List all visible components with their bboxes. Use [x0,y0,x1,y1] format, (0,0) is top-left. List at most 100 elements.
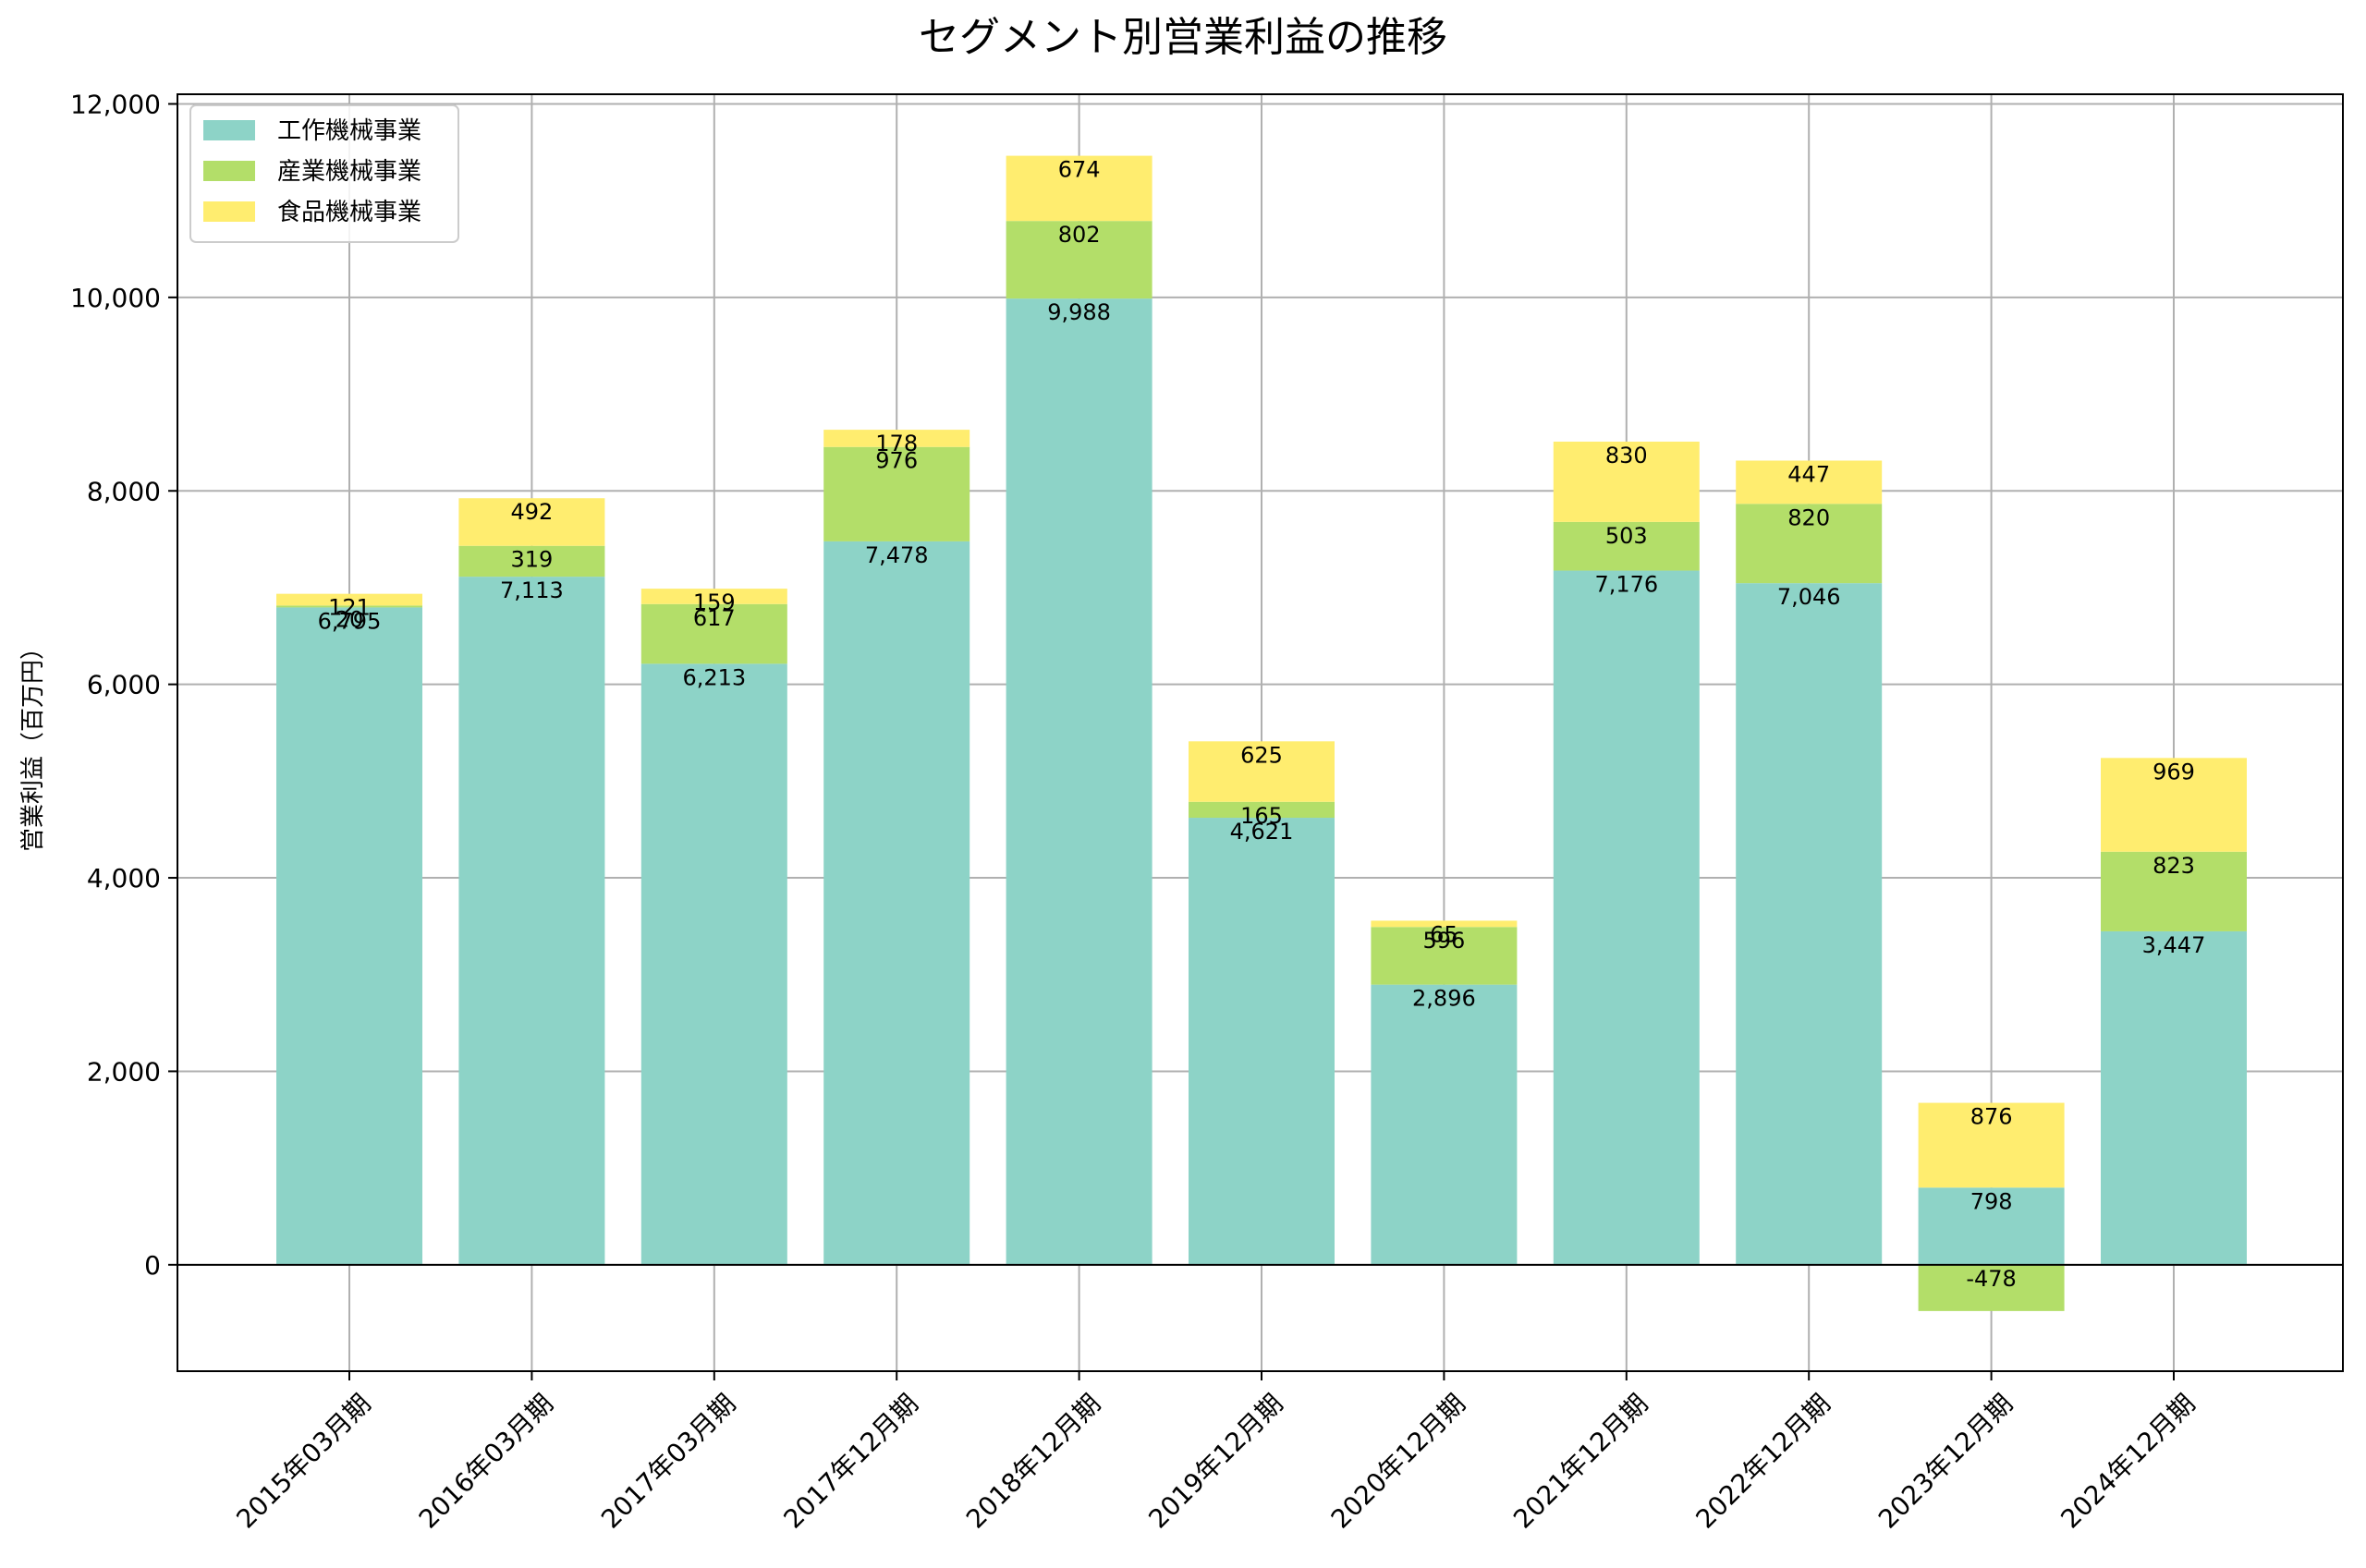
plot-frame [177,93,2344,1372]
bar-s1-c1 [458,545,605,577]
x-tick-label-5: 2019年12月期 [1142,1388,1288,1534]
bar-s1-c4 [1006,221,1153,299]
bar-s2-c4 [1006,155,1153,222]
data-label-s0-c7: 7,176 [1594,572,1658,598]
y-tick-label-2: 4,000 [87,863,161,893]
bar-s1-c8 [1736,504,1883,584]
data-label-s1-c8: 820 [1787,504,1830,530]
y-tick-label-0: 0 [144,1250,161,1281]
data-label-s0-c9: 798 [1970,1188,2013,1214]
data-label-s1-c3: 976 [875,448,918,474]
bar-s0-c4 [1006,298,1153,1265]
legend-label-2: 食品機械事業 [277,199,421,226]
bar-s2-c2 [640,589,787,604]
bar-s0-c6 [1371,984,1518,1265]
data-label-s0-c2: 6,213 [682,664,746,690]
legend-swatch-2 [203,201,255,222]
chart-title: セグメント別営業利益の推移 [919,14,1447,61]
data-label-s0-c1: 7,113 [500,577,564,603]
legend-box [189,104,459,243]
x-tick-label-10: 2024年12月期 [2055,1388,2201,1534]
data-label-s2-c0: 121 [328,595,371,621]
bar-s2-c7 [1553,441,1700,522]
data-label-s2-c4: 674 [1058,157,1101,183]
y-axis-ticks: 0 2,000 4,000 6,000 8,000 10,000 12,000 [70,89,177,1281]
data-label-s1-c4: 802 [1058,222,1101,248]
bar-s2-c10 [2101,758,2247,852]
data-label-s1-c0: 20 [335,606,364,632]
bar-s0-c10 [2101,930,2247,1265]
bar-s0-c0 [276,607,422,1265]
x-tick-label-0: 2015年03月期 [230,1388,376,1534]
data-label-s0-c0: 6,795 [318,608,382,634]
legend-label-0: 工作機械事業 [277,117,421,145]
data-label-s2-c3: 178 [875,431,918,456]
x-tick-label-3: 2017年12月期 [778,1388,924,1534]
data-label-s0-c4: 9,988 [1047,299,1111,325]
bar-s1-c3 [823,446,970,541]
bars-group [276,155,2247,1311]
y-tick-label-1: 2,000 [87,1056,161,1087]
bar-s0-c3 [823,541,970,1265]
x-tick-label-7: 2021年12月期 [1507,1388,1653,1534]
data-label-s2-c8: 447 [1787,461,1830,487]
x-tick-label-1: 2016年03月期 [413,1388,559,1534]
data-label-s2-c1: 492 [510,499,553,525]
bar-s2-c5 [1189,741,1335,802]
x-tick-label-8: 2022年12月期 [1690,1388,1836,1534]
bar-s2-c1 [458,498,605,546]
bar-s1-c2 [640,603,787,664]
data-label-s0-c6: 2,896 [1412,986,1476,1012]
data-label-s0-c3: 7,478 [865,542,929,568]
y-tick-label-4: 8,000 [87,476,161,506]
data-label-s1-c6: 596 [1422,928,1465,954]
bar-s1-c0 [276,605,422,608]
data-label-s1-c2: 617 [693,605,736,631]
data-label-s2-c2: 159 [693,590,736,615]
y-tick-label-5: 10,000 [70,283,161,313]
legend-swatch-1 [203,161,255,181]
x-tick-label-4: 2018年12月期 [960,1388,1106,1534]
x-tick-label-9: 2023年12月期 [1872,1388,2018,1534]
bar-s0-c5 [1189,818,1335,1265]
data-label-s1-c1: 319 [510,547,553,573]
bar-s2-c6 [1371,920,1518,928]
data-label-s1-c5: 165 [1240,803,1283,829]
bar-s1-c10 [2101,851,2247,931]
data-label-s1-c9: -478 [1966,1266,2016,1292]
data-label-s0-c5: 4,621 [1230,819,1294,845]
data-label-s2-c7: 830 [1605,443,1648,468]
data-label-s2-c5: 625 [1240,742,1283,768]
data-label-s0-c8: 7,046 [1777,584,1841,610]
data-label-s0-c10: 3,447 [2142,932,2206,958]
data-label-s1-c7: 503 [1605,523,1648,549]
data-label-s2-c9: 876 [1970,1104,2013,1130]
bar-s0-c8 [1736,583,1883,1265]
y-axis-label: 営業利益（百万円） [19,636,47,852]
bar-s2-c9 [1918,1102,2065,1188]
legend-swatch-0 [203,120,255,140]
bar-s1-c5 [1189,801,1335,819]
bar-s2-c3 [823,430,970,447]
x-tick-label-6: 2020年12月期 [1325,1388,1471,1534]
legend-label-1: 産業機械事業 [277,158,421,186]
bar-s0-c1 [458,577,605,1265]
bar-s2-c8 [1736,460,1883,504]
x-axis-ticks: 2015年03月期 2016年03月期 2017年03月期 2017年12月期 2018… [230,1371,2201,1535]
data-label-s2-c6: 65 [1430,921,1458,947]
bar-s0-c2 [640,663,787,1265]
data-label-s1-c10: 823 [2153,853,2195,879]
y-tick-label-6: 12,000 [70,89,161,119]
y-tick-label-3: 6,000 [87,670,161,700]
bar-s0-c9 [1918,1187,2065,1265]
bar-s1-c9 [1918,1264,2065,1311]
data-label-s2-c10: 969 [2153,759,2195,784]
bar-s1-c6 [1371,927,1518,985]
bar-s2-c0 [276,593,422,606]
bar-s1-c7 [1553,521,1700,571]
x-tick-label-2: 2017年03月期 [595,1388,741,1534]
bar-s0-c7 [1553,570,1700,1265]
